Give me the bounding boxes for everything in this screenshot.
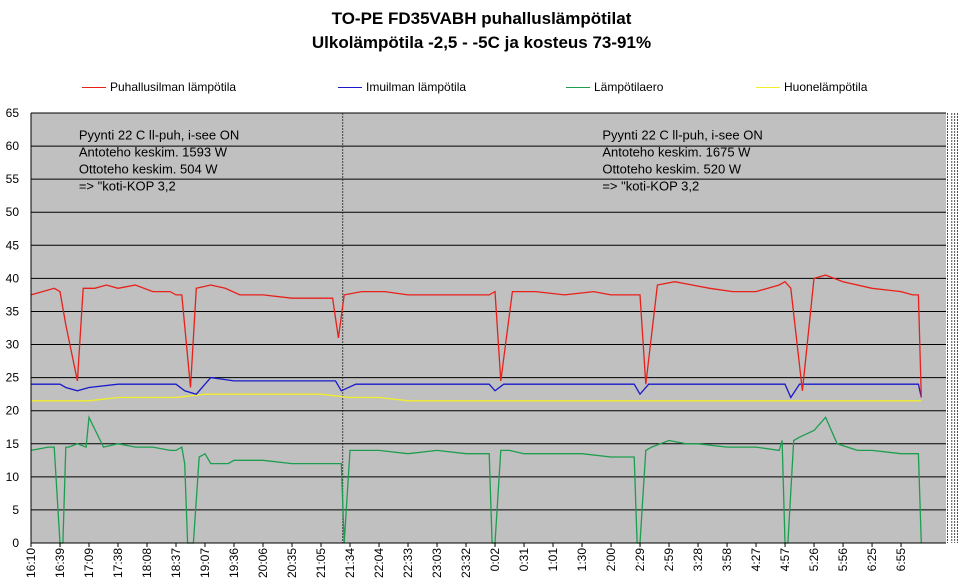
plot-area — [31, 113, 946, 543]
annotation-line: => "koti-KOP 3,2 — [602, 178, 699, 193]
x-tick-label: 2:29 — [633, 548, 647, 572]
line-chart: 0 5 10 15 20 25 30 35 40 45 50 55 60 65 16:10 16:39 17:… — [6, 106, 959, 578]
annotations: Pyynti 22 C ll-puh, i-see ON Antoteho kes… — [79, 127, 763, 193]
y-tick-label: 35 — [6, 304, 20, 318]
series-line-3 — [31, 393, 922, 402]
x-tick-label: 1:30 — [575, 548, 589, 572]
y-tick-label: 50 — [6, 205, 20, 219]
x-axis: 16:10 16:39 17:09 17:38 18:08 18:37 19:07 19:36… — [24, 543, 908, 578]
x-tick-label: 3:58 — [720, 548, 734, 572]
y-tick-label: 10 — [6, 470, 20, 484]
legend-label: Lämpötilaero — [594, 80, 664, 94]
x-tick-label: 18:37 — [169, 548, 183, 578]
x-tick-label: 22:04 — [372, 548, 386, 578]
annotation-line: => "koti-KOP 3,2 — [79, 178, 176, 193]
x-tick-label: 0:31 — [517, 548, 531, 572]
annotation-line: Antoteho keskim. 1675 W — [602, 144, 751, 159]
y-tick-label: 0 — [12, 536, 19, 550]
x-tick-label: 2:00 — [604, 548, 618, 572]
x-tick-label: 6:25 — [865, 548, 879, 572]
annotation-line: Ottoteho keskim. 504 W — [79, 161, 218, 176]
series-group — [30, 274, 922, 544]
y-tick-label: 15 — [6, 437, 20, 451]
legend-label: Huonelämpötila — [784, 80, 868, 94]
y-tick-label: 40 — [6, 271, 20, 285]
gridlines — [31, 112, 946, 511]
annotation-line: Pyynti 22 C ll-puh, i-see ON — [79, 127, 239, 142]
divider-lines — [342, 113, 959, 543]
annotation-line: Ottoteho keskim. 520 W — [602, 161, 741, 176]
y-axis: 0 5 10 15 20 25 30 35 40 45 50 55 60 65 — [6, 106, 946, 550]
x-tick-label: 21:34 — [343, 548, 357, 578]
chart-subtitle: Ulkolämpötila -2,5 - -5C ja kosteus 73-9… — [311, 33, 652, 52]
x-tick-label: 0:02 — [488, 548, 502, 572]
legend-item-imuilma: Imuilman lämpötila — [338, 80, 466, 94]
legend-item-huonelampotila: Huonelämpötila — [756, 80, 867, 94]
y-tick-label: 55 — [6, 172, 20, 186]
x-tick-label: 6:55 — [894, 548, 908, 572]
legend-label: Puhallusilman lämpötila — [110, 80, 237, 94]
x-tick-label: 5:56 — [836, 548, 850, 572]
x-tick-label: 20:35 — [285, 548, 299, 578]
legend-swatch-yellow-icon — [756, 87, 780, 89]
y-tick-label: 65 — [6, 106, 20, 120]
y-tick-label: 25 — [6, 371, 20, 385]
legend-swatch-green-icon — [566, 87, 590, 89]
legend-swatch-red-icon — [82, 87, 106, 89]
x-tick-label: 18:08 — [140, 548, 154, 578]
x-tick-label: 19:36 — [227, 548, 241, 578]
x-tick-label: 4:57 — [778, 548, 792, 572]
x-tick-label: 1:01 — [546, 548, 560, 572]
x-tick-label: 23:32 — [459, 548, 473, 578]
x-tick-label: 4:27 — [749, 548, 763, 572]
y-tick-label: 60 — [6, 139, 20, 153]
x-tick-label: 22:33 — [401, 548, 415, 578]
x-tick-label: 17:09 — [82, 548, 96, 578]
legend-swatch-blue-icon — [338, 87, 362, 89]
x-tick-label: 3:28 — [691, 548, 705, 572]
series-line-0 — [30, 274, 922, 398]
y-tick-label: 20 — [6, 404, 20, 418]
x-tick-label: 20:06 — [256, 548, 270, 578]
x-tick-label: 2:59 — [662, 548, 676, 572]
annotation-line: Pyynti 22 C ll-puh, i-see ON — [602, 127, 762, 142]
x-tick-label: 16:39 — [53, 548, 67, 578]
x-tick-label: 17:38 — [111, 548, 125, 578]
legend-item-lampotilaero: Lämpötilaero — [566, 80, 663, 94]
legend-label: Imuilman lämpötila — [366, 80, 467, 94]
y-tick-label: 45 — [6, 238, 20, 252]
annotation-line: Antoteho keskim. 1593 W — [79, 144, 228, 159]
x-tick-label: 5:26 — [807, 548, 821, 572]
y-tick-label: 5 — [12, 503, 19, 517]
y-tick-label: 30 — [6, 338, 20, 352]
legend-item-puhallusilma: Puhallusilman lämpötila — [82, 80, 236, 94]
x-tick-label: 21:05 — [314, 548, 328, 578]
chart-title: TO-PE FD35VABH puhalluslämpötilat — [331, 9, 632, 28]
x-tick-label: 23:03 — [430, 548, 444, 578]
series-line-1 — [31, 376, 922, 399]
x-tick-label: 16:10 — [24, 548, 38, 578]
x-tick-label: 19:07 — [198, 548, 212, 578]
